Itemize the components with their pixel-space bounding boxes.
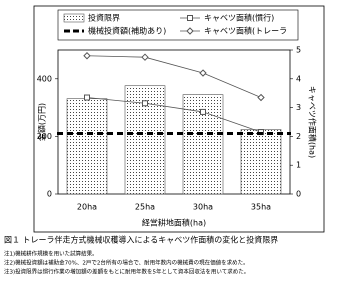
note: 注1)機械耕作規模を用いた試算結果。 (4, 250, 98, 258)
marker (84, 94, 90, 101)
marker (141, 53, 149, 61)
line (86, 55, 262, 98)
y2-axis-title: キャベツ作面積(ha) (308, 86, 318, 158)
legend-label: キャベツ面積(トレーラ (204, 26, 287, 36)
legend-label: 機械投資額(補助あり) (88, 26, 166, 36)
legend-marker (187, 15, 193, 21)
marker (142, 100, 148, 107)
y2-tick-label: 5 (296, 46, 301, 55)
y-tick-label: 0 (47, 190, 52, 199)
y2-tick-label: 0 (296, 190, 301, 199)
y2-tick-label: 3 (296, 103, 301, 112)
marker (200, 108, 206, 115)
y2-tick-label: 1 (296, 161, 301, 170)
bar (66, 98, 108, 195)
note: 注3)投資限界は慣行作業の増加額の差額をもとに耐用年数を5年として資本回収法を用… (4, 268, 249, 276)
legend-label: 投資限界 (88, 13, 120, 23)
legend-swatch (63, 13, 85, 23)
x-tick-label: 30ha (193, 203, 213, 212)
plot-area (57, 49, 291, 195)
marker (257, 93, 265, 102)
legend-label: キャベツ面積(慣行) (204, 13, 274, 23)
y2-tick-label: 2 (296, 132, 301, 141)
line (86, 97, 262, 133)
legend-marker (186, 27, 194, 35)
frame (33, 5, 325, 233)
bar (240, 129, 282, 195)
x-tick-label: 25ha (135, 203, 155, 212)
x-tick-label: 35ha (251, 203, 271, 212)
marker (199, 69, 207, 77)
y2-tick-label: 4 (296, 74, 301, 83)
y-tick-label: 400 (37, 74, 52, 83)
note: 注2)機械投資額は補助金70%、2戸で2台所有の場合で、耐用年数内の機械費の現在… (4, 259, 249, 267)
y-tick-label: 200 (37, 132, 52, 141)
marker (83, 52, 91, 60)
x-axis-title: 経営耕地面積(ha) (142, 218, 206, 228)
y-axis-title: 金額(万円) (37, 103, 47, 141)
caption: 図１ トレーラ伴走方式機械収穫導入によるキャベツ作面積の変化と投資限界 (4, 235, 278, 245)
legend (57, 9, 299, 41)
x-tick-label: 20ha (77, 203, 97, 212)
